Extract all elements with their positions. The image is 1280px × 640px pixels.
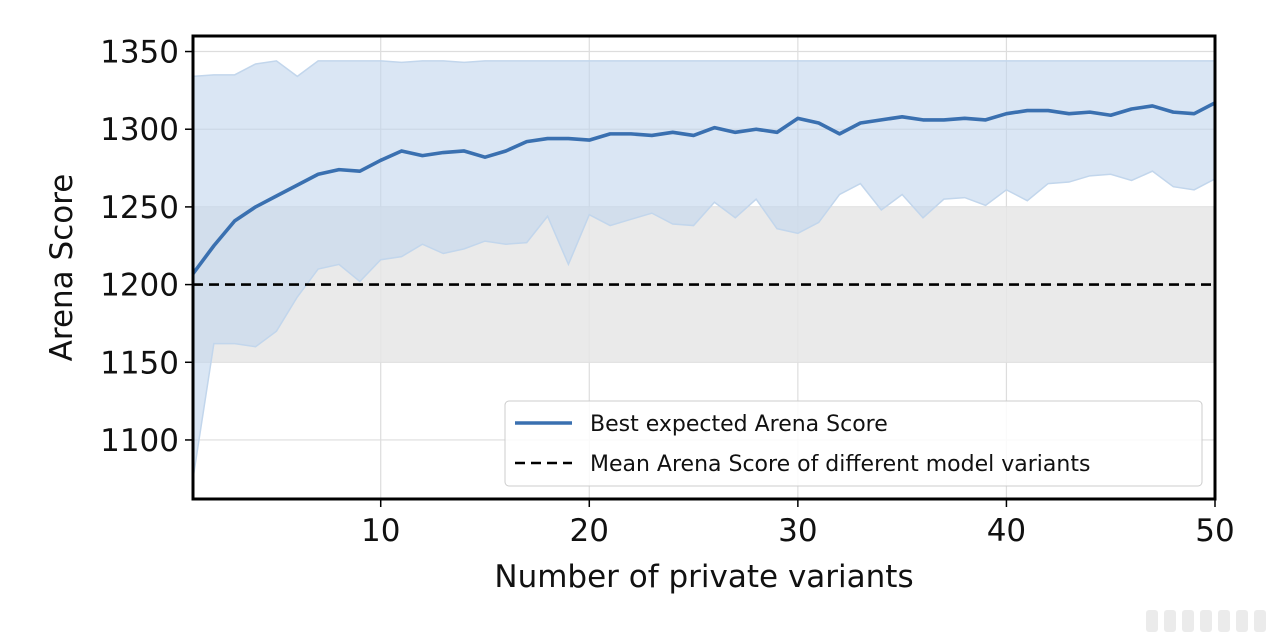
y-tick-label: 1150 (100, 345, 179, 381)
legend: Best expected Arena Score Mean Arena Sco… (504, 400, 1203, 487)
plot-frame (191, 34, 1217, 501)
x-tick-label: 30 (778, 513, 817, 549)
x-tick-label: 50 (1195, 513, 1234, 549)
legend-box (504, 400, 1203, 487)
y-tick-label: 1350 (100, 35, 179, 71)
y-tick-label: 1300 (100, 112, 179, 148)
x-tick-label: 10 (361, 513, 400, 549)
legend-label-mean: Mean Arena Score of different model vari… (590, 452, 1090, 477)
data-layer (193, 60, 1215, 479)
y-tick-label: 1200 (100, 268, 179, 304)
y-axis-label: Arena Score (44, 174, 80, 362)
y-tick-label: 1100 (100, 423, 179, 459)
x-axis-label: Number of private variants (494, 559, 913, 595)
x-tick-label: 40 (987, 513, 1026, 549)
y-tick-label: 1250 (100, 190, 179, 226)
axis-ticks: 10 20 30 40 50 1100 1150 1200 1250 1300 1350 (100, 35, 1235, 549)
legend-label-best: Best expected Arena Score (590, 412, 888, 437)
best-score-band (193, 60, 1215, 479)
x-tick-label: 20 (570, 513, 609, 549)
watermark (1146, 610, 1266, 632)
best-score-line (193, 101, 1215, 276)
